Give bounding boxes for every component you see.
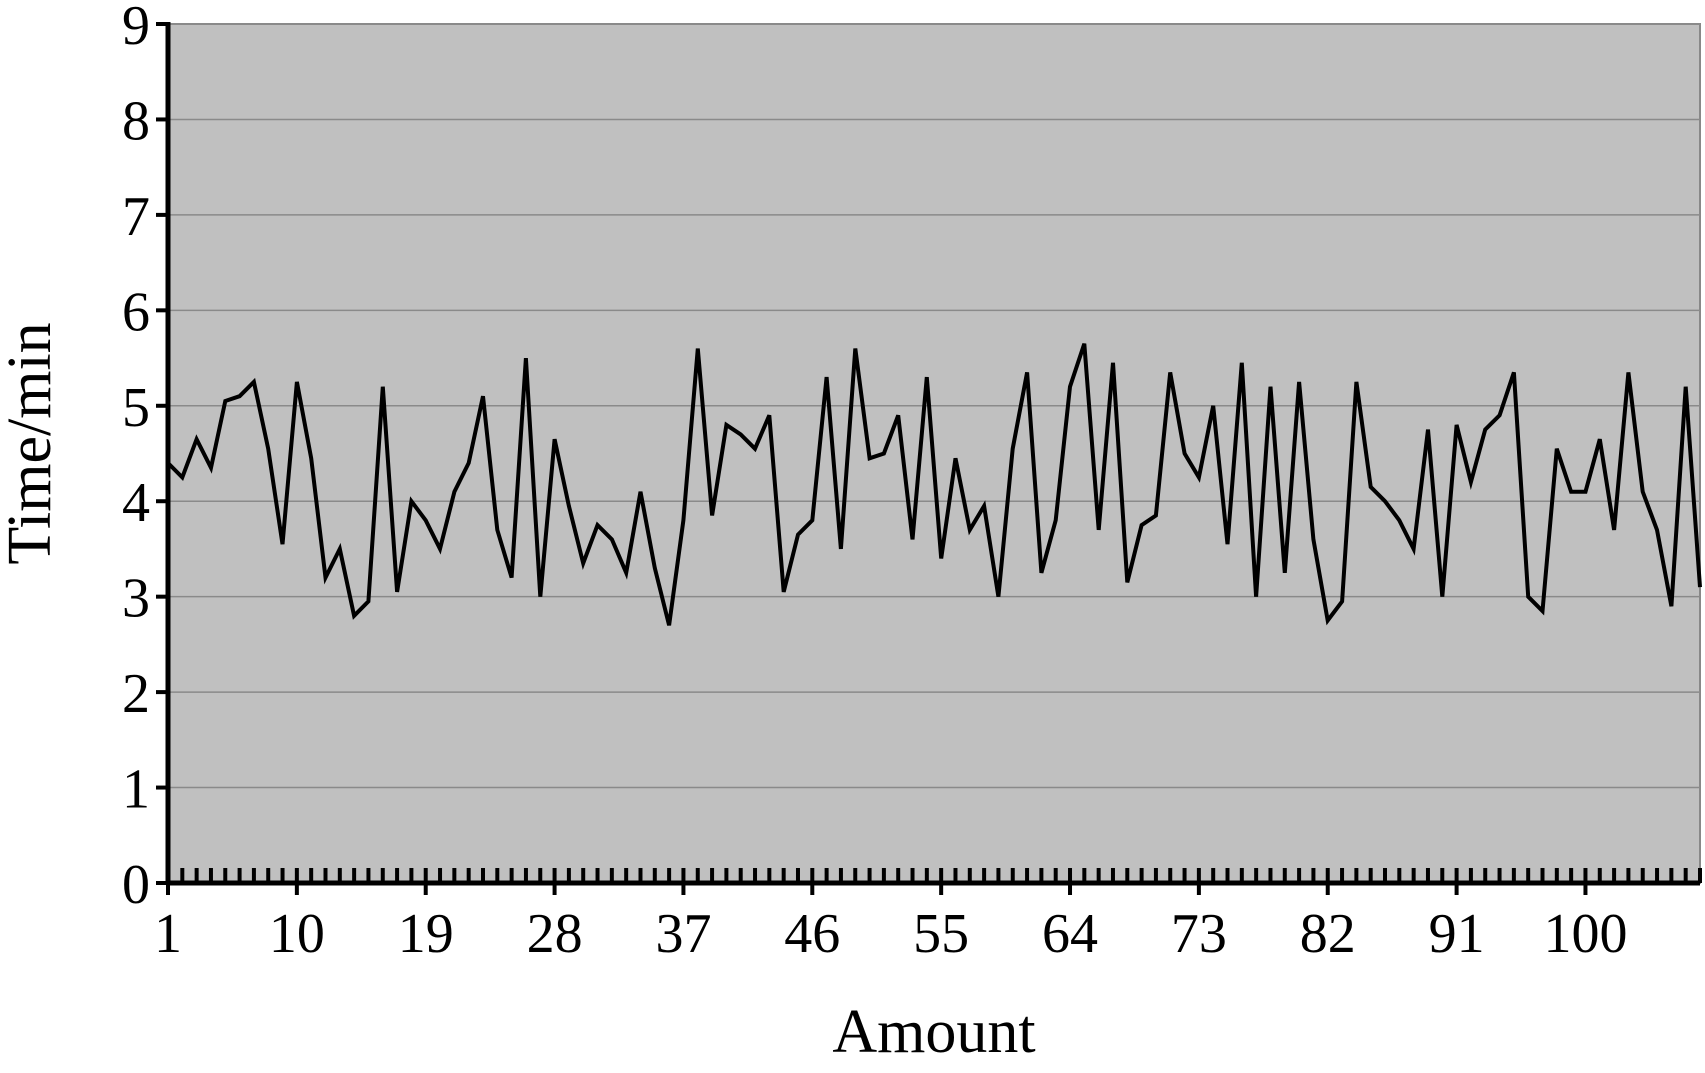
x-tick-labels: 1 10 19 28 37 46 55 64 73 82 91 100 <box>154 883 1627 965</box>
y-tick-label-8: 8 <box>122 90 150 152</box>
y-tick-label-3: 3 <box>122 568 150 630</box>
y-tick-label-1: 1 <box>122 759 150 821</box>
x-tick-label-1: 1 <box>154 903 182 965</box>
x-tick-label-91: 91 <box>1429 903 1485 965</box>
y-tick-label-5: 5 <box>122 377 150 439</box>
y-tick-labels: 0 1 2 3 4 5 6 7 8 9 <box>122 0 168 916</box>
y-tick-label-9: 9 <box>122 0 150 57</box>
y-axis-label: Time/min <box>0 322 64 564</box>
x-tick-label-64: 64 <box>1042 903 1098 965</box>
x-axis-label: Amount <box>832 998 1035 1066</box>
y-tick-label-0: 0 <box>122 854 150 916</box>
y-tick-label-6: 6 <box>122 281 150 343</box>
axes <box>165 22 1700 886</box>
y-tick-label-2: 2 <box>122 663 150 725</box>
y-tick-label-4: 4 <box>122 472 150 534</box>
x-tick-label-82: 82 <box>1300 903 1356 965</box>
x-tick-label-28: 28 <box>527 903 583 965</box>
x-tick-label-55: 55 <box>913 903 969 965</box>
x-tick-label-100: 100 <box>1543 903 1627 965</box>
x-tick-label-73: 73 <box>1171 903 1227 965</box>
gridlines <box>168 23 1700 789</box>
x-tick-label-10: 10 <box>269 903 325 965</box>
x-tick-label-37: 37 <box>655 903 711 965</box>
x-tick-label-19: 19 <box>398 903 454 965</box>
x-tick-label-46: 46 <box>784 903 840 965</box>
y-tick-label-7: 7 <box>122 186 150 248</box>
series-line <box>166 343 1702 626</box>
